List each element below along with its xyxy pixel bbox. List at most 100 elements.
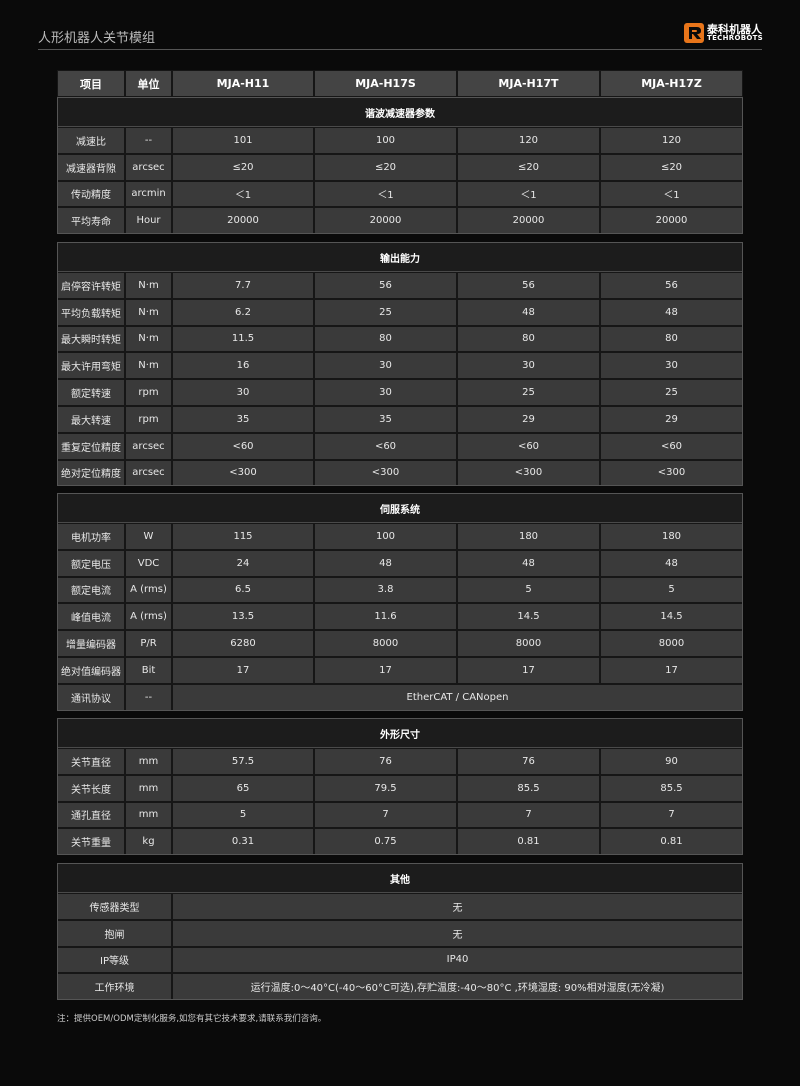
table-cell: 56 (314, 272, 457, 299)
table-cell: 关节重量 (57, 828, 125, 856)
table-cell: 最大许用弯矩 (57, 352, 125, 380)
table-cell: ＜1 (600, 180, 743, 208)
table-cell: 48 (600, 549, 743, 577)
table-cell: 65 (172, 774, 314, 802)
table-cell: 35 (172, 406, 314, 433)
table-cell: 传动精度 (57, 180, 125, 208)
table-cell: 90 (600, 748, 743, 775)
table-cell: VDC (125, 549, 172, 577)
table-cell: 11.5 (172, 325, 314, 353)
table-cell: P/R (125, 630, 172, 657)
table-cell: N·m (125, 298, 172, 326)
table-cell: N·m (125, 272, 172, 299)
table-cell: 180 (600, 523, 743, 550)
table-cell: 56 (600, 272, 743, 299)
table-cell: 最大转速 (57, 406, 125, 433)
table-cell: 0.31 (172, 828, 314, 856)
table-cell: 80 (600, 325, 743, 353)
table-cell: rpm (125, 379, 172, 406)
table-cell: 29 (600, 406, 743, 433)
table-cell: ≤20 (600, 153, 743, 181)
table-cell: 17 (457, 657, 600, 684)
table-cell: 重复定位精度 (57, 432, 125, 460)
table-cell: 抱闸 (57, 919, 172, 947)
table-cell: 20000 (457, 207, 600, 235)
table-cell: 6.5 (172, 576, 314, 604)
table-cell: 17 (314, 657, 457, 684)
table-cell: <60 (314, 432, 457, 460)
table-cell: 25 (314, 298, 457, 326)
table-cell: arcsec (125, 153, 172, 181)
table-cell: 6280 (172, 630, 314, 657)
table-cell: 13.5 (172, 603, 314, 631)
section-frame (57, 718, 743, 856)
table-cell: 48 (457, 298, 600, 326)
table-cell: 减速比 (57, 127, 125, 154)
table-cell: 8000 (600, 630, 743, 657)
column-header: MJA-H17T (457, 70, 600, 97)
table-cell: 增量编码器 (57, 630, 125, 657)
table-cell: 5 (172, 801, 314, 829)
table-cell: <60 (457, 432, 600, 460)
table-cell: 48 (314, 549, 457, 577)
table-cell: ＜1 (457, 180, 600, 208)
table-cell: 绝对值编码器 (57, 657, 125, 684)
table-cell: 0.81 (600, 828, 743, 856)
table-cell: 76 (314, 748, 457, 775)
table-cell: ≤20 (314, 153, 457, 181)
table-cell: 79.5 (314, 774, 457, 802)
table-cell: arcsec (125, 459, 172, 487)
table-cell: 120 (457, 127, 600, 154)
table-cell: 24 (172, 549, 314, 577)
table-cell: 5 (457, 576, 600, 604)
table-cell: 14.5 (600, 603, 743, 631)
section-title: 其他 (57, 863, 743, 893)
table-cell: 120 (600, 127, 743, 154)
table-cell: 85.5 (600, 774, 743, 802)
table-cell: 0.75 (314, 828, 457, 856)
table-cell: 7.7 (172, 272, 314, 299)
table-cell: 平均寿命 (57, 207, 125, 235)
table-cell: N·m (125, 325, 172, 353)
table-cell: 30 (172, 379, 314, 406)
table-cell: 101 (172, 127, 314, 154)
table-cell: -- (125, 127, 172, 154)
table-cell: 3.8 (314, 576, 457, 604)
table-cell: 无 (172, 919, 743, 947)
column-header: MJA-H17S (314, 70, 457, 97)
table-cell: 额定转速 (57, 379, 125, 406)
table-cell: 8000 (314, 630, 457, 657)
table-cell: 25 (600, 379, 743, 406)
section-title: 伺服系统 (57, 493, 743, 523)
table-cell: 16 (172, 352, 314, 380)
table-cell: 30 (457, 352, 600, 380)
section-frame (57, 97, 743, 235)
table-cell: ＜1 (172, 180, 314, 208)
table-cell: Bit (125, 657, 172, 684)
table-cell: ≤20 (457, 153, 600, 181)
table-cell: ≤20 (172, 153, 314, 181)
table-cell: 100 (314, 523, 457, 550)
table-cell: 56 (457, 272, 600, 299)
table-cell: 17 (172, 657, 314, 684)
table-cell: 无 (172, 893, 743, 920)
section-title: 谐波减速器参数 (57, 97, 743, 127)
table-cell: W (125, 523, 172, 550)
table-cell: 57.5 (172, 748, 314, 775)
table-cell: 额定电压 (57, 549, 125, 577)
table-cell: 7 (457, 801, 600, 829)
table-cell: 30 (314, 352, 457, 380)
table-cell: 80 (457, 325, 600, 353)
table-cell: 7 (314, 801, 457, 829)
table-cell: 48 (457, 549, 600, 577)
table-cell: 传感器类型 (57, 893, 172, 920)
table-cell: 35 (314, 406, 457, 433)
table-cell: 100 (314, 127, 457, 154)
section-frame (57, 493, 743, 711)
table-cell: A (rms) (125, 576, 172, 604)
column-header: MJA-H11 (172, 70, 314, 97)
table-cell: 85.5 (457, 774, 600, 802)
table-cell: <60 (172, 432, 314, 460)
footnote: 注：提供OEM/ODM定制化服务,如您有其它技术要求,请联系我们咨询。 (57, 1014, 327, 1024)
